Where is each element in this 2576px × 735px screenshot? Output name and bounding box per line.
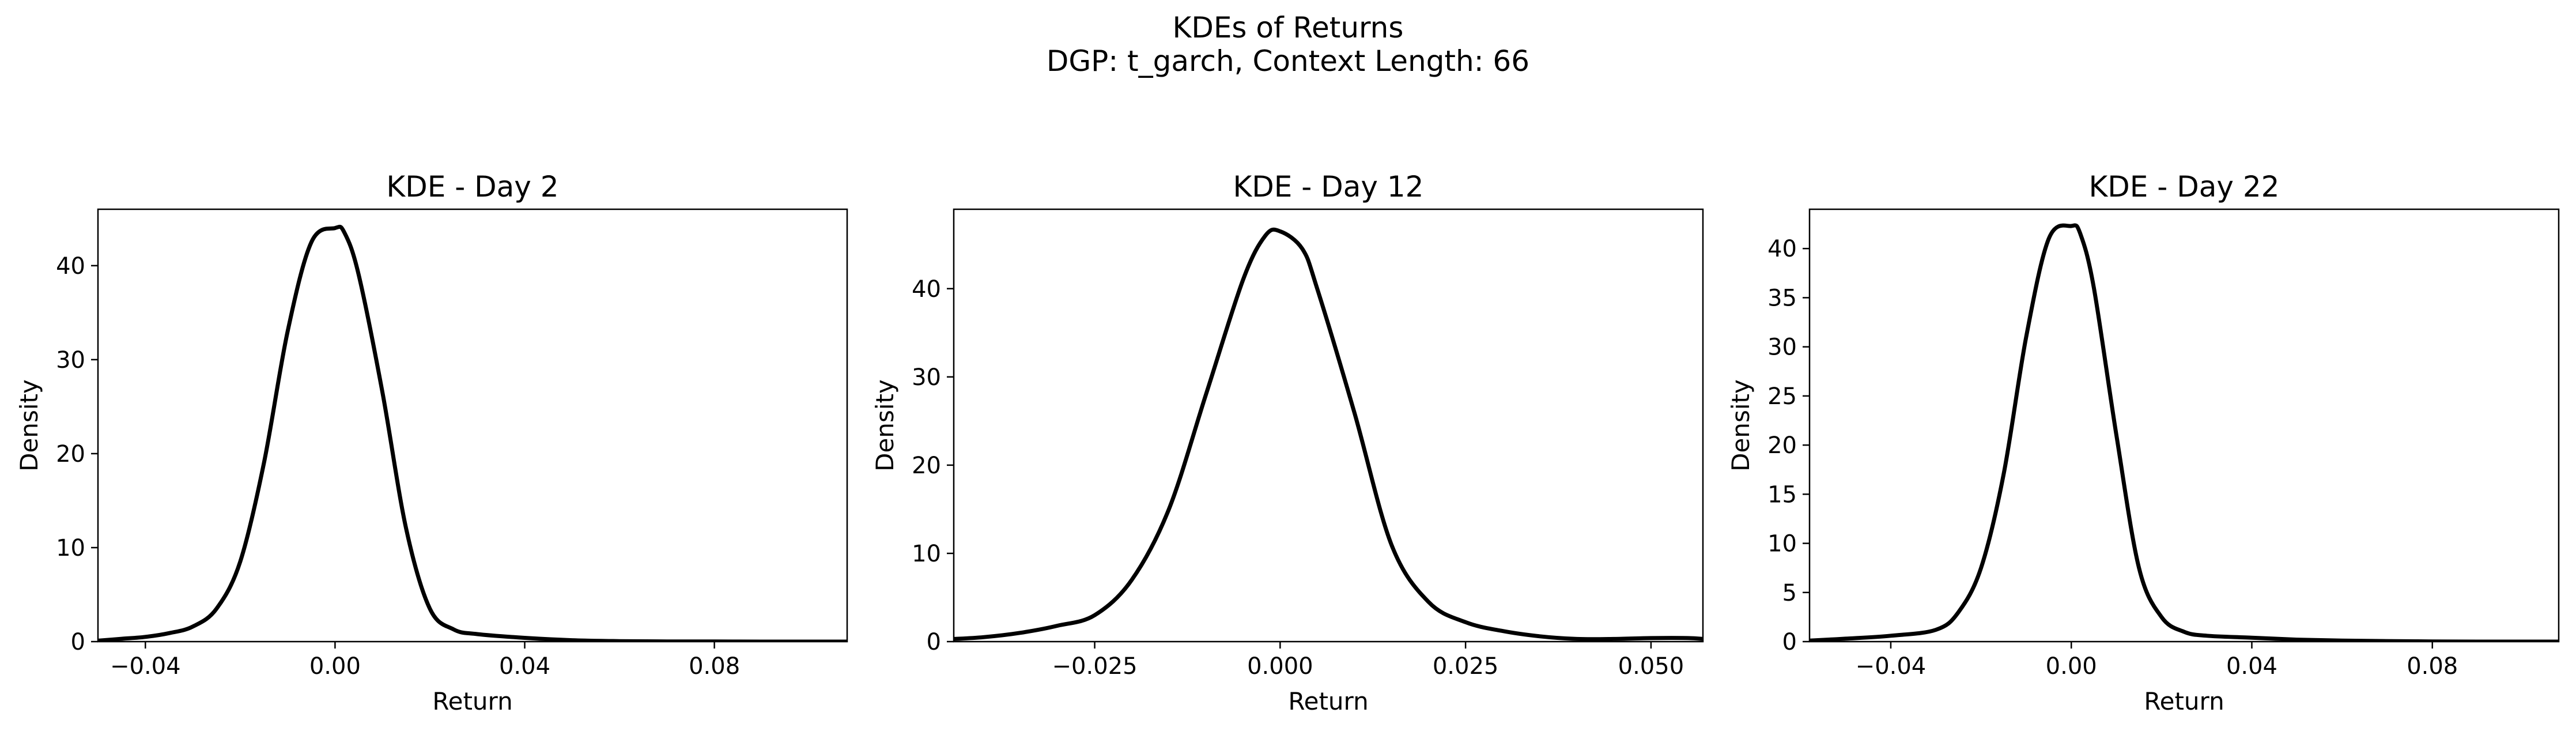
panel-title: KDE - Day 22 bbox=[2089, 170, 2280, 203]
x-tick-label: 0.025 bbox=[1433, 653, 1499, 680]
y-tick-label: 10 bbox=[56, 535, 85, 561]
kde-curve bbox=[1810, 223, 2559, 642]
y-tick-label: 0 bbox=[927, 629, 941, 655]
y-tick-label: 0 bbox=[71, 629, 85, 655]
figure-title-line2: DGP: t_garch, Context Length: 66 bbox=[1047, 44, 1529, 78]
y-tick-label: 35 bbox=[1767, 285, 1797, 311]
y-tick-label: 40 bbox=[56, 253, 85, 280]
y-axis-label: Density bbox=[15, 379, 43, 472]
y-tick-label: 40 bbox=[1767, 236, 1797, 262]
y-axis-label: Density bbox=[1727, 379, 1755, 472]
x-tick-label: 0.00 bbox=[2046, 653, 2097, 680]
x-axis-label: Return bbox=[432, 687, 512, 715]
y-tick-label: 10 bbox=[912, 541, 941, 567]
y-tick-label: 25 bbox=[1767, 383, 1797, 410]
figure-title-line1: KDEs of Returns bbox=[1173, 11, 1404, 44]
subplot-day-12: KDE - Day 12 −0.025 0.000 0.025 0.050 0 10 20 30… bbox=[871, 170, 1704, 715]
x-tick-label: 0.08 bbox=[2407, 653, 2458, 680]
y-tick-label: 0 bbox=[1782, 629, 1797, 655]
kde-curve bbox=[98, 224, 847, 642]
y-tick-label: 30 bbox=[1767, 334, 1797, 361]
x-tick-label: −0.025 bbox=[1052, 653, 1138, 680]
x-tick-label: −0.04 bbox=[110, 653, 181, 680]
subplot-day-2: KDE - Day 2 −0.04 0.00 0.04 0.08 0 10 20 30 40 Ret… bbox=[15, 170, 848, 715]
y-tick-label: 20 bbox=[1767, 432, 1797, 459]
x-tick-label: 0.050 bbox=[1618, 653, 1684, 680]
x-tick-label: 0.08 bbox=[689, 653, 740, 680]
x-tick-label: 0.00 bbox=[309, 653, 361, 680]
subplot-day-22: KDE - Day 22 −0.04 0.00 0.04 0.08 0 5 10 15 20 25 3… bbox=[1727, 170, 2560, 715]
y-tick-label: 15 bbox=[1767, 481, 1797, 508]
y-tick-label: 10 bbox=[1767, 531, 1797, 557]
y-axis-label: Density bbox=[871, 379, 899, 472]
y-tick-label: 20 bbox=[912, 453, 941, 479]
x-tick-label: 0.04 bbox=[499, 653, 550, 680]
kde-curve bbox=[954, 227, 1703, 642]
y-tick-label: 20 bbox=[56, 441, 85, 468]
x-tick-label: 0.04 bbox=[2226, 653, 2277, 680]
x-axis-label: Return bbox=[1288, 687, 1368, 715]
y-tick-label: 30 bbox=[56, 347, 85, 374]
axes-frame bbox=[1808, 208, 2560, 643]
panel-title: KDE - Day 2 bbox=[386, 170, 558, 203]
axes-frame bbox=[97, 208, 848, 643]
y-tick-label: 40 bbox=[912, 276, 941, 303]
y-tick-label: 30 bbox=[912, 364, 941, 391]
x-tick-label: 0.000 bbox=[1247, 653, 1313, 680]
x-axis-label: Return bbox=[2144, 687, 2224, 715]
y-tick-label: 5 bbox=[1782, 580, 1797, 606]
panel-title: KDE - Day 12 bbox=[1233, 170, 1424, 203]
x-tick-label: −0.04 bbox=[1856, 653, 1927, 680]
axes-frame bbox=[953, 208, 1704, 643]
